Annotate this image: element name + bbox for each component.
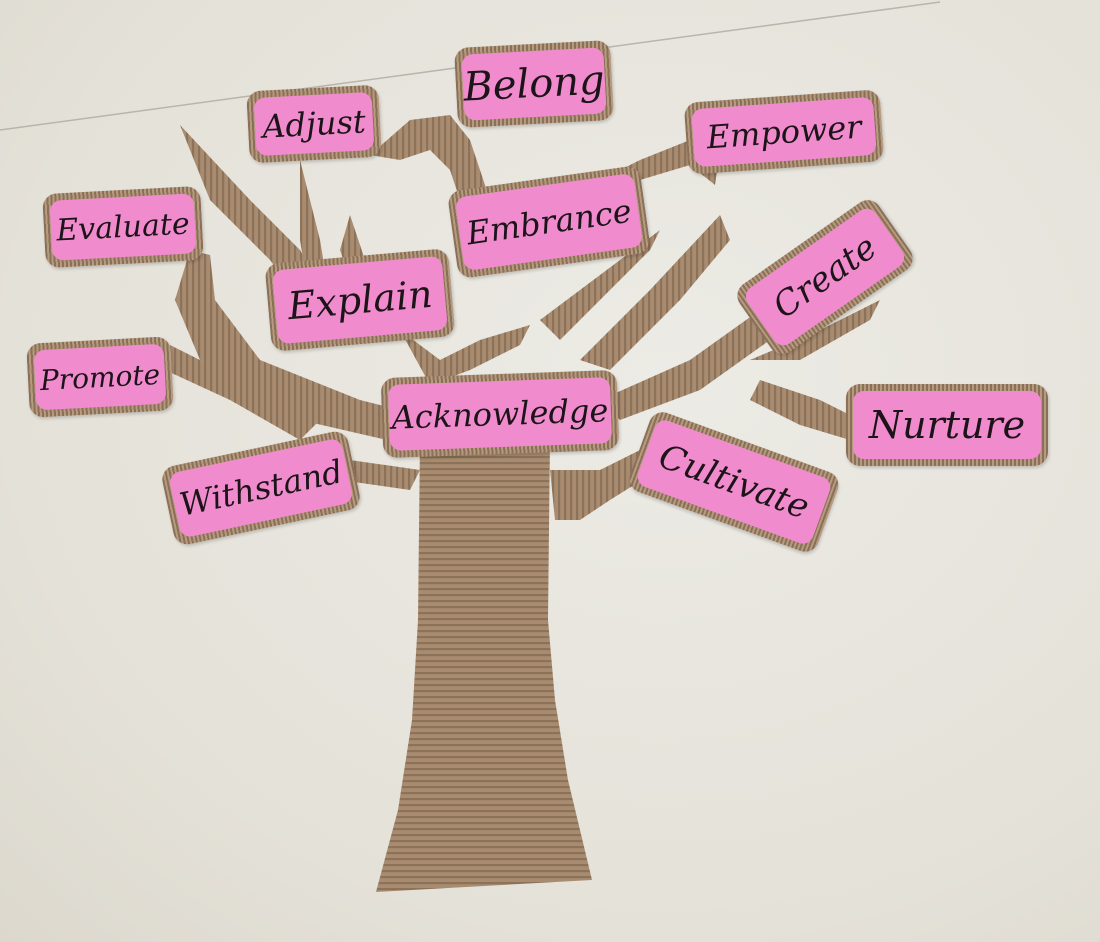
word-card-nurture: Nurture bbox=[846, 384, 1048, 466]
word-card-belong: Belong bbox=[454, 39, 614, 129]
word-label: Adjust bbox=[253, 91, 375, 157]
word-label: Evaluate bbox=[49, 193, 197, 261]
word-card-promote: Promote bbox=[26, 336, 174, 418]
word-label: Belong bbox=[461, 47, 607, 121]
word-label: Explain bbox=[272, 255, 448, 345]
word-label: Empower bbox=[691, 96, 877, 168]
word-label: Acknowledge bbox=[387, 377, 613, 451]
word-card-acknowledge: Acknowledge bbox=[380, 369, 620, 459]
word-card-explain: Explain bbox=[264, 248, 456, 352]
word-card-evaluate: Evaluate bbox=[42, 185, 204, 269]
word-card-adjust: Adjust bbox=[246, 84, 382, 164]
word-card-empower: Empower bbox=[683, 89, 885, 175]
tree-trunk bbox=[376, 440, 592, 892]
word-label: Nurture bbox=[853, 391, 1041, 459]
word-label: Promote bbox=[33, 343, 167, 411]
word-label: Embrance bbox=[454, 172, 644, 272]
